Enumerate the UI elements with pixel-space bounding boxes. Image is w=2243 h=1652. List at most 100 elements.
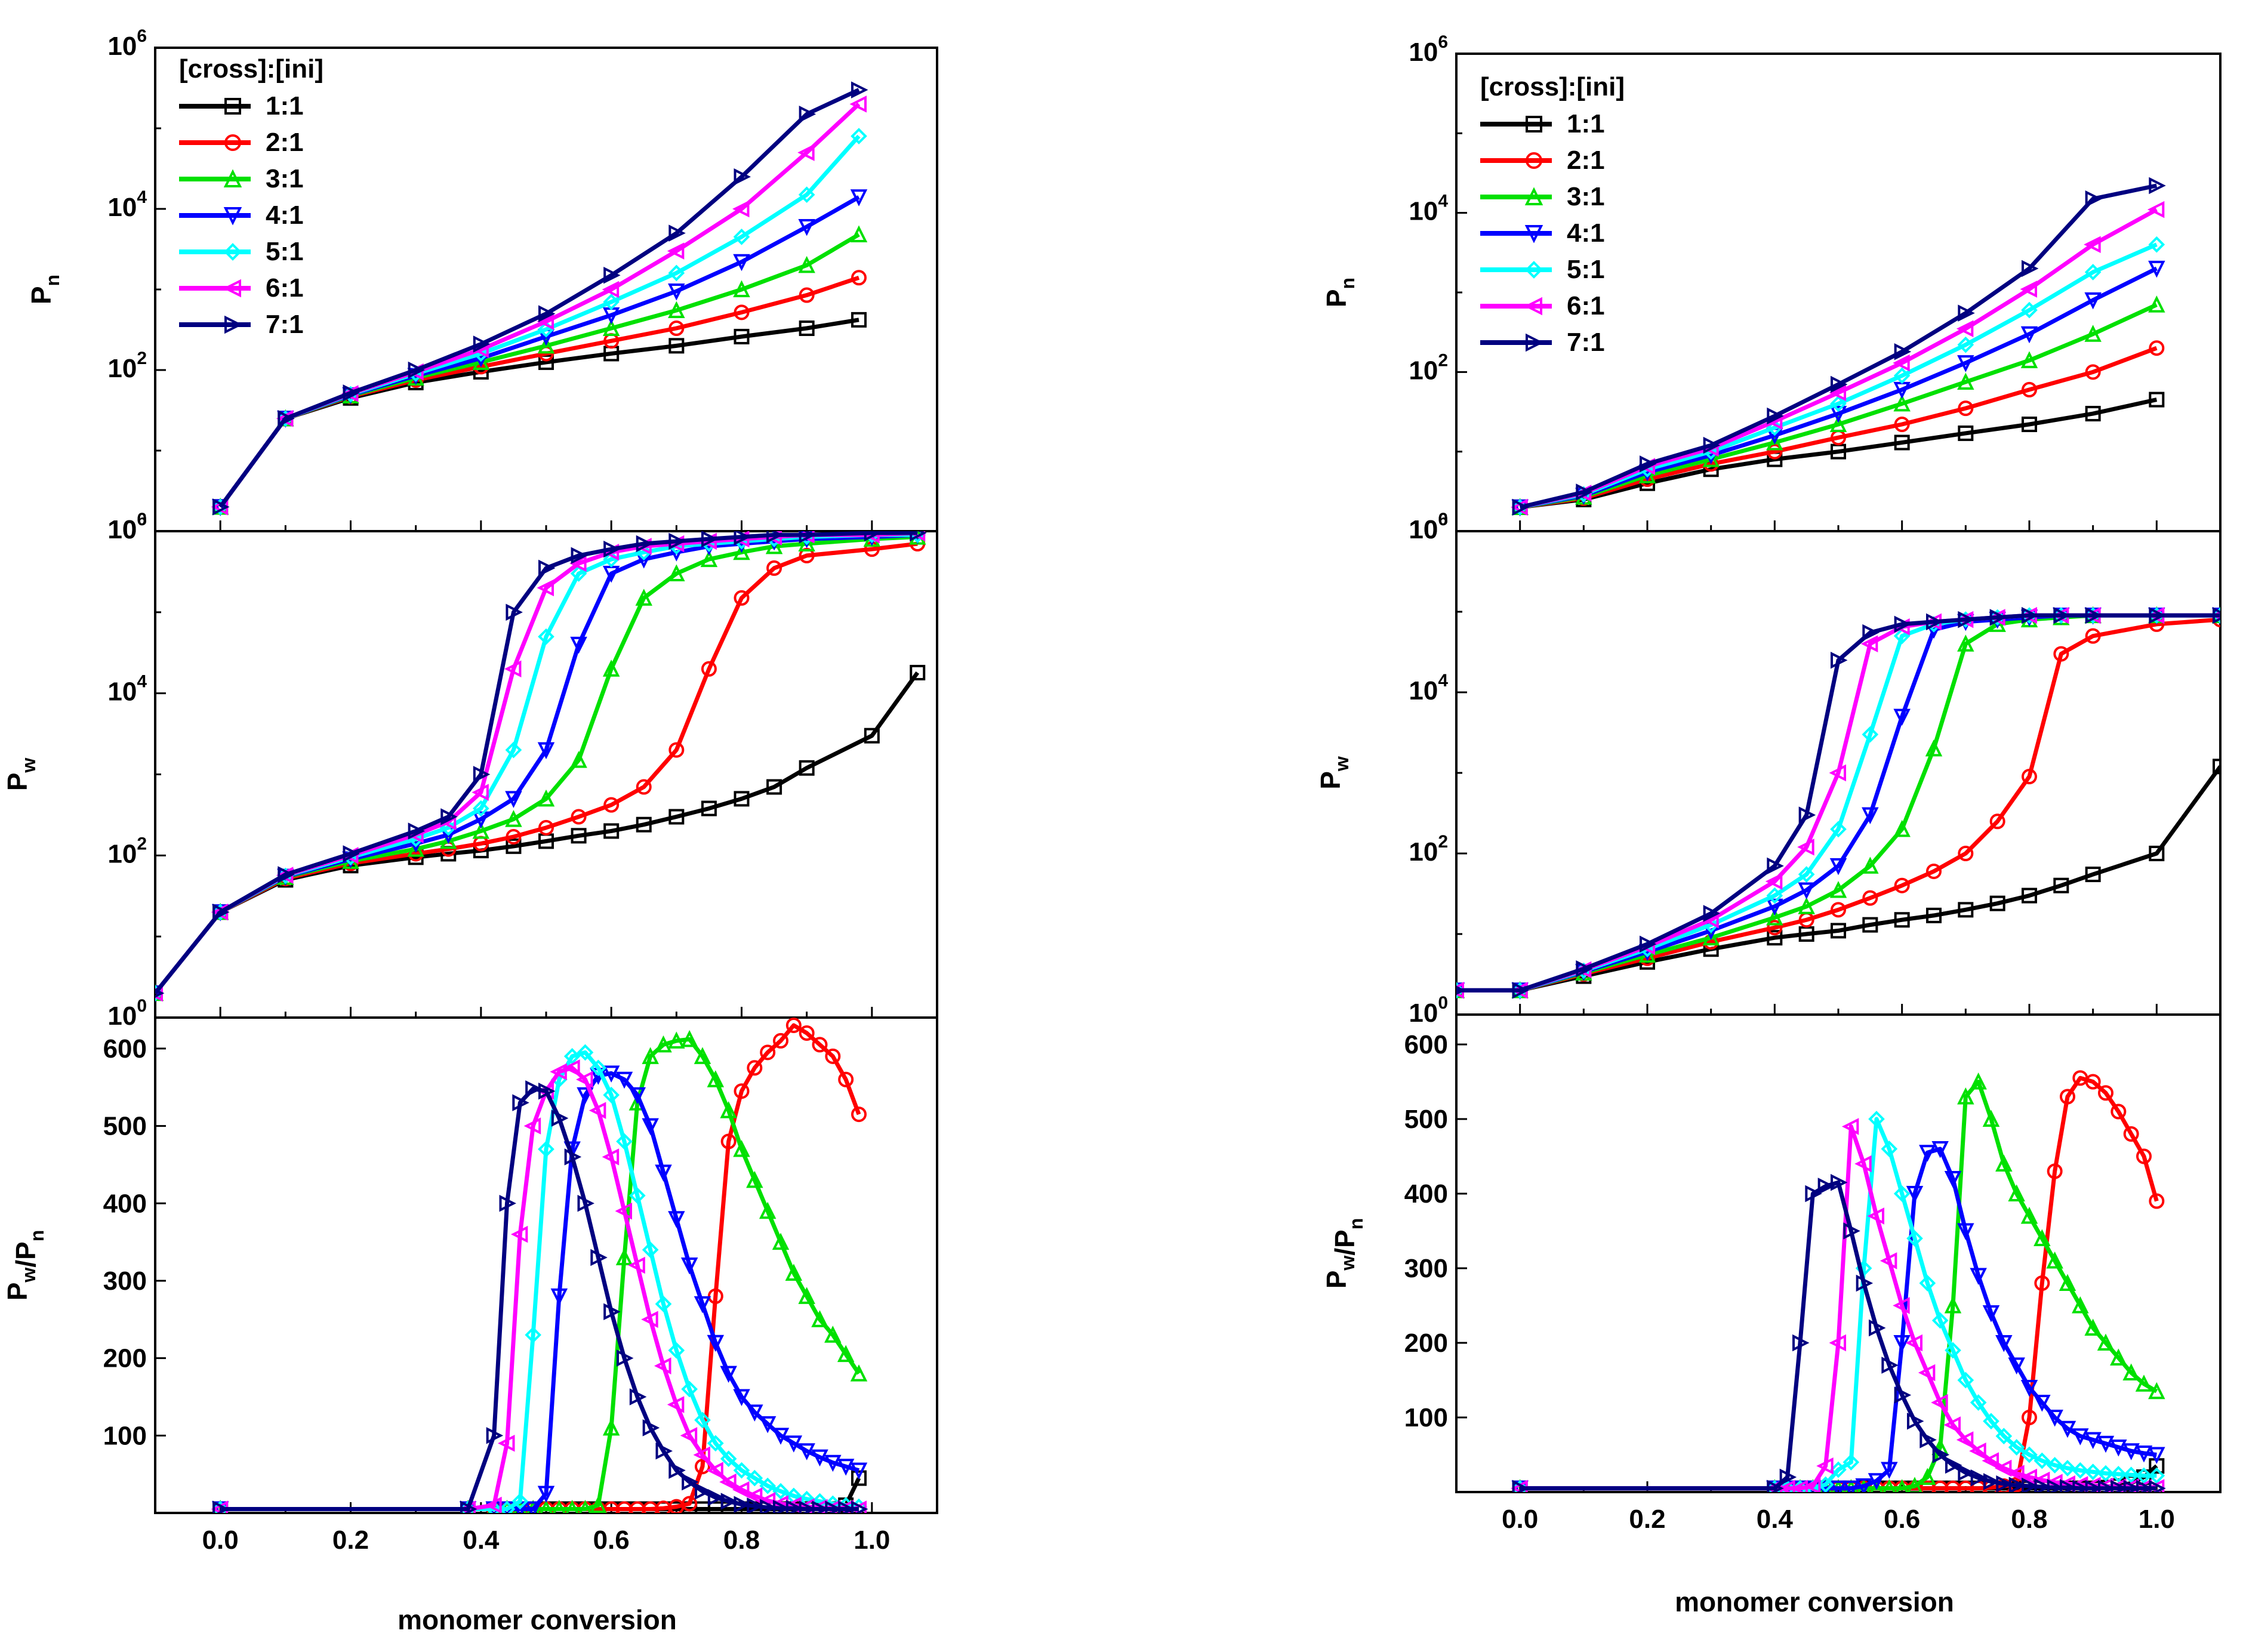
y-tick-label: 102	[1409, 350, 1448, 385]
data-point	[2022, 887, 2037, 904]
data-point	[1969, 1443, 1986, 1460]
y-axis-label: Pw/Pn	[2, 1230, 48, 1301]
data-point	[1862, 917, 1878, 933]
data-point	[636, 535, 654, 553]
data-point	[2085, 606, 2103, 624]
series-line	[1456, 613, 2220, 993]
data-point	[1907, 1413, 1924, 1430]
data-point	[2147, 201, 2165, 218]
data-point	[485, 1496, 502, 1513]
data-point	[1870, 1479, 1883, 1492]
data-point	[1931, 1141, 1949, 1158]
data-point	[473, 800, 489, 817]
data-point	[538, 819, 554, 836]
data-point	[1982, 1452, 1999, 1469]
data-point	[654, 1357, 671, 1374]
data-point	[734, 791, 750, 807]
data-point	[578, 1500, 592, 1513]
data-point	[785, 1018, 802, 1033]
data-point	[864, 531, 882, 542]
legend-entry: 2:1	[266, 128, 304, 157]
data-point	[473, 335, 491, 353]
data-point	[635, 588, 652, 606]
data-point	[1970, 1072, 1987, 1090]
data-point	[1970, 1394, 1987, 1411]
data-point	[1767, 443, 1783, 460]
data-point	[701, 531, 719, 548]
data-point	[564, 1148, 582, 1166]
data-point	[1829, 858, 1847, 876]
data-point	[155, 985, 164, 1003]
data-point	[603, 1086, 620, 1104]
data-point	[565, 1500, 579, 1513]
x-tick-label: 0.2	[1629, 1505, 1665, 1534]
data-point	[1893, 367, 1911, 384]
data-point	[1829, 406, 1847, 423]
data-point	[2123, 1480, 2141, 1492]
data-point	[2060, 1479, 2077, 1492]
data-point	[2097, 1333, 2115, 1351]
data-point	[1702, 450, 1720, 467]
data-point	[2149, 846, 2165, 861]
y-tick-label: 104	[1409, 671, 1448, 705]
data-point	[2034, 1229, 2051, 1246]
x-tick-label: 1.0	[2139, 1505, 2175, 1534]
data-point	[680, 1258, 698, 1275]
data-point	[1767, 857, 1784, 875]
data-point	[733, 1462, 750, 1479]
data-point	[2097, 1465, 2114, 1482]
y-tick-label: 100	[107, 996, 147, 1031]
data-point	[1831, 375, 1848, 393]
legend-marker	[224, 315, 243, 334]
data-point	[668, 1211, 685, 1228]
data-point	[2085, 628, 2101, 644]
y-tick-label: 106	[107, 26, 147, 61]
data-point	[1843, 1480, 1860, 1492]
legend-entry: 7:1	[1567, 328, 1605, 357]
legend-marker	[1526, 152, 1542, 169]
data-point	[668, 264, 685, 282]
data-point	[538, 305, 556, 322]
data-point	[1894, 434, 1910, 451]
data-point	[440, 808, 458, 825]
data-point	[1779, 1468, 1797, 1486]
data-point	[616, 1133, 633, 1150]
data-point	[747, 1497, 764, 1513]
data-point	[2149, 1480, 2166, 1492]
data-point	[1767, 1480, 1784, 1492]
data-point	[538, 628, 554, 645]
y-tick-label: 500	[1404, 1105, 1448, 1134]
data-point	[212, 904, 230, 921]
data-point	[2021, 1446, 2038, 1463]
data-point	[799, 105, 817, 123]
data-point	[825, 1048, 841, 1064]
data-point	[720, 1366, 737, 1383]
legend-title: [cross]:[ini]	[179, 54, 323, 84]
data-point	[655, 1296, 672, 1312]
data-point	[602, 281, 620, 298]
data-point	[1829, 881, 1847, 898]
data-point	[1830, 395, 1847, 412]
data-point	[1829, 415, 1847, 433]
data-point	[2084, 1318, 2102, 1336]
data-point	[537, 579, 554, 597]
data-point	[540, 1500, 553, 1513]
data-point	[1907, 1477, 1922, 1492]
series-line	[1520, 303, 2158, 510]
data-point	[851, 128, 867, 144]
data-point	[2047, 1479, 2065, 1492]
data-point	[603, 1303, 621, 1321]
data-point	[523, 1117, 541, 1135]
data-point	[1881, 1357, 1899, 1374]
data-point	[2084, 292, 2102, 310]
legend-entry: 4:1	[1567, 218, 1605, 248]
series-line	[1456, 613, 2220, 993]
data-point	[2072, 1428, 2089, 1446]
series-line	[1520, 397, 2158, 510]
data-point	[2085, 406, 2101, 422]
data-point	[472, 353, 490, 370]
data-point	[707, 1070, 725, 1087]
data-point	[667, 1396, 685, 1413]
data-point	[2022, 417, 2037, 433]
